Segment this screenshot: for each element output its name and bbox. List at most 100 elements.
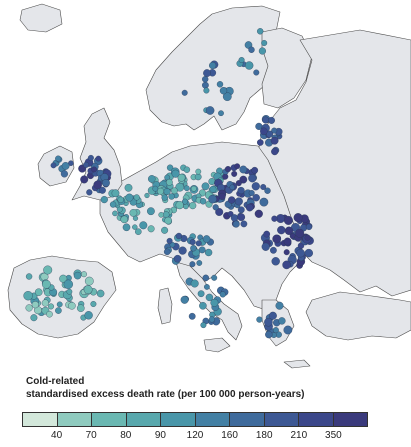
sardinia-landmass	[157, 287, 173, 325]
city-marker	[100, 196, 108, 204]
city-marker	[177, 173, 186, 182]
city-marker	[205, 293, 214, 302]
city-marker	[90, 301, 97, 307]
city-marker	[183, 185, 190, 192]
city-marker	[161, 226, 169, 234]
city-marker	[276, 214, 286, 223]
city-marker	[210, 298, 219, 307]
legend-swatch	[23, 413, 58, 426]
city-marker	[178, 246, 187, 255]
city-marker	[275, 301, 284, 310]
city-marker	[199, 302, 207, 310]
city-marker	[55, 155, 62, 162]
city-marker	[237, 206, 245, 214]
city-marker	[235, 180, 242, 187]
city-marker	[25, 273, 33, 280]
city-marker	[239, 175, 248, 184]
city-marker	[166, 178, 173, 186]
city-marker	[93, 180, 102, 190]
city-marker	[304, 248, 313, 258]
city-marker	[216, 81, 224, 88]
city-marker	[283, 237, 292, 246]
city-marker	[244, 41, 253, 49]
legend-color-bar	[22, 412, 368, 427]
city-marker	[234, 163, 241, 170]
city-marker	[148, 175, 156, 183]
city-marker	[125, 193, 134, 202]
city-marker	[204, 248, 213, 257]
city-marker	[197, 290, 205, 298]
city-marker	[271, 127, 278, 134]
city-marker	[219, 87, 228, 95]
city-marker	[263, 230, 271, 238]
city-marker	[258, 47, 266, 55]
city-marker	[198, 246, 206, 254]
city-marker	[261, 40, 268, 46]
city-marker	[204, 284, 210, 290]
city-marker	[203, 87, 210, 94]
city-marker	[271, 148, 279, 156]
city-marker	[219, 291, 226, 298]
city-marker	[66, 288, 73, 295]
city-marker	[251, 166, 259, 174]
city-marker	[41, 299, 49, 307]
city-marker	[245, 61, 254, 70]
city-marker	[277, 225, 286, 235]
city-marker	[270, 246, 277, 254]
city-marker	[135, 228, 142, 235]
city-marker	[264, 187, 271, 194]
legend-tick-label: 180	[255, 430, 273, 441]
city-marker	[272, 327, 279, 334]
city-marker	[271, 215, 278, 222]
city-marker	[231, 170, 238, 177]
city-marker	[30, 314, 38, 322]
city-marker	[256, 316, 263, 323]
city-marker	[129, 209, 138, 217]
legend-swatch	[195, 413, 230, 426]
city-marker	[260, 127, 268, 136]
city-marker	[61, 162, 70, 170]
city-marker	[50, 162, 57, 169]
city-marker	[117, 196, 124, 203]
city-marker	[234, 197, 243, 206]
city-marker	[23, 291, 33, 301]
central-europe-landmass	[99, 141, 303, 311]
legend-tick-label: 160	[221, 430, 238, 441]
city-marker	[31, 301, 39, 309]
city-marker	[190, 245, 197, 252]
finland-landmass	[261, 27, 313, 109]
city-marker	[189, 239, 196, 246]
city-marker	[211, 274, 218, 281]
city-marker	[295, 228, 305, 238]
legend-swatch	[161, 413, 196, 426]
legend-swatch	[333, 413, 367, 426]
city-marker	[46, 310, 53, 318]
city-marker	[205, 106, 215, 115]
city-marker	[173, 254, 182, 263]
city-marker	[83, 285, 93, 294]
city-marker	[208, 194, 217, 204]
city-marker	[164, 216, 172, 225]
city-marker	[209, 61, 217, 70]
legend-tick-label: 80	[120, 430, 132, 441]
city-marker	[112, 210, 118, 217]
city-marker	[48, 303, 54, 310]
city-marker	[25, 304, 33, 312]
city-marker	[268, 311, 277, 320]
legend-swatch	[126, 413, 161, 426]
city-marker	[199, 198, 207, 205]
city-marker	[80, 175, 89, 184]
city-marker	[265, 330, 273, 339]
city-marker	[304, 234, 311, 241]
city-marker	[208, 316, 215, 323]
city-marker	[166, 237, 173, 244]
city-marker	[224, 166, 232, 173]
sicily-landmass	[203, 337, 231, 353]
city-marker	[42, 279, 51, 289]
city-markers	[23, 28, 314, 339]
city-marker	[248, 190, 255, 196]
city-marker	[238, 57, 245, 63]
city-marker	[161, 194, 168, 201]
europe-map	[7, 3, 411, 369]
city-marker	[237, 186, 245, 195]
